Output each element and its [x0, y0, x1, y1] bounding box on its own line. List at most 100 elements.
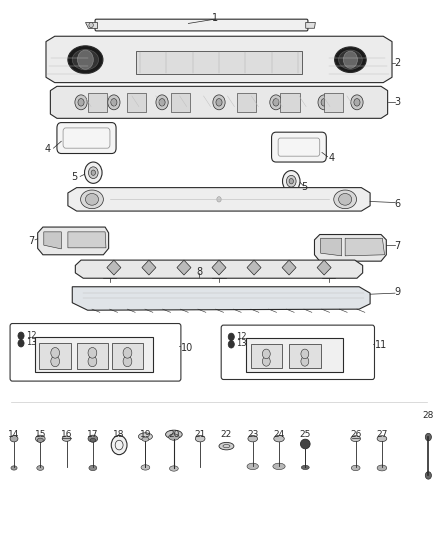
Text: 7: 7	[394, 241, 400, 251]
Ellipse shape	[68, 46, 103, 74]
Text: 13: 13	[26, 338, 37, 347]
Bar	[136, 51, 302, 74]
Text: 5: 5	[71, 173, 78, 182]
Circle shape	[78, 50, 93, 69]
Bar	[88, 93, 107, 112]
Ellipse shape	[35, 435, 45, 442]
Text: 6: 6	[394, 199, 400, 208]
Ellipse shape	[170, 466, 178, 471]
Circle shape	[343, 51, 357, 68]
Bar	[77, 343, 108, 369]
Circle shape	[123, 348, 132, 358]
Circle shape	[216, 99, 222, 106]
Circle shape	[89, 22, 93, 28]
Circle shape	[262, 357, 270, 366]
FancyBboxPatch shape	[95, 19, 308, 31]
FancyBboxPatch shape	[57, 123, 116, 154]
Circle shape	[283, 171, 300, 192]
Circle shape	[91, 170, 95, 175]
Ellipse shape	[377, 436, 387, 441]
Text: 14: 14	[8, 430, 20, 439]
Text: 4: 4	[329, 154, 335, 163]
Text: 28: 28	[423, 411, 434, 420]
Circle shape	[88, 356, 97, 367]
Circle shape	[270, 95, 282, 110]
Polygon shape	[177, 260, 191, 275]
Text: 12: 12	[237, 332, 247, 341]
Text: 3: 3	[394, 98, 400, 107]
Circle shape	[85, 162, 102, 183]
Ellipse shape	[141, 465, 150, 470]
Circle shape	[217, 197, 221, 202]
Bar	[324, 93, 343, 112]
Circle shape	[351, 95, 363, 110]
Ellipse shape	[81, 190, 103, 208]
Circle shape	[51, 356, 60, 367]
Polygon shape	[321, 238, 342, 256]
Bar	[251, 344, 282, 368]
Text: 4: 4	[44, 144, 50, 154]
Bar	[280, 93, 300, 112]
Text: 26: 26	[350, 430, 361, 439]
Ellipse shape	[334, 190, 357, 208]
Ellipse shape	[195, 435, 205, 442]
Text: 16: 16	[61, 430, 72, 439]
Polygon shape	[317, 260, 331, 275]
Ellipse shape	[90, 438, 95, 442]
Text: 22: 22	[221, 430, 232, 439]
Circle shape	[213, 95, 225, 110]
Ellipse shape	[166, 430, 182, 439]
Ellipse shape	[301, 465, 309, 470]
Circle shape	[354, 99, 360, 106]
Polygon shape	[68, 232, 106, 248]
Circle shape	[78, 99, 84, 106]
Polygon shape	[314, 235, 386, 261]
Circle shape	[289, 179, 293, 184]
Circle shape	[111, 99, 117, 106]
Circle shape	[18, 332, 24, 340]
Text: 2: 2	[394, 58, 400, 68]
Polygon shape	[46, 36, 392, 83]
Polygon shape	[107, 260, 121, 275]
Bar	[127, 93, 146, 112]
Circle shape	[51, 348, 60, 358]
Bar	[112, 343, 143, 369]
Polygon shape	[68, 188, 370, 211]
Ellipse shape	[37, 466, 44, 471]
Circle shape	[18, 340, 24, 347]
Polygon shape	[282, 260, 296, 275]
Circle shape	[75, 95, 87, 110]
Circle shape	[88, 348, 97, 358]
Circle shape	[88, 167, 98, 179]
Bar	[246, 338, 343, 372]
Polygon shape	[38, 227, 109, 255]
Polygon shape	[72, 287, 370, 310]
Polygon shape	[142, 260, 156, 275]
Text: 18: 18	[113, 430, 125, 439]
Bar	[35, 337, 153, 372]
Ellipse shape	[11, 466, 17, 470]
Ellipse shape	[138, 433, 152, 440]
Ellipse shape	[339, 193, 352, 205]
Ellipse shape	[339, 50, 362, 69]
Text: 1: 1	[212, 13, 218, 22]
Ellipse shape	[88, 435, 98, 442]
Text: 12: 12	[26, 331, 37, 340]
Text: 10: 10	[180, 343, 193, 352]
Polygon shape	[212, 260, 226, 275]
Polygon shape	[50, 86, 388, 118]
Circle shape	[425, 472, 431, 479]
Ellipse shape	[89, 465, 97, 471]
Polygon shape	[306, 22, 315, 28]
Circle shape	[228, 341, 234, 348]
Text: 15: 15	[35, 430, 46, 439]
Circle shape	[286, 175, 296, 187]
Circle shape	[273, 99, 279, 106]
Text: 23: 23	[247, 430, 258, 439]
Text: 11: 11	[375, 341, 387, 350]
Ellipse shape	[351, 465, 360, 471]
Circle shape	[123, 356, 132, 367]
Bar	[289, 344, 321, 368]
Ellipse shape	[274, 435, 284, 442]
Text: 19: 19	[140, 430, 151, 439]
